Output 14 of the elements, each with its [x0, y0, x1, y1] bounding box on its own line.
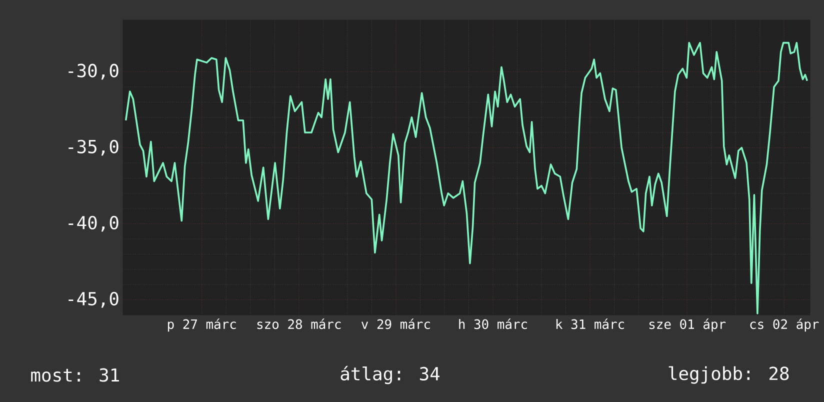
text: most: 31 — [31, 368, 119, 382]
y-tick-label: -35,0 — [68, 140, 118, 156]
y-tick-label: -30,0 — [68, 64, 118, 80]
y-tick-label: -45,0 — [68, 292, 118, 308]
x-tick-label: p 27 márc — [168, 318, 236, 332]
text: legjobb: 28 — [668, 366, 789, 384]
x-tick-label: h 30 márc — [459, 318, 527, 330]
x-tick-label: v 29 márc — [361, 318, 430, 330]
x-tick-label: cs 02 ápr — [750, 318, 819, 332]
text: átlag: 34 — [340, 366, 440, 384]
x-tick-label: k 31 márc — [556, 318, 624, 330]
x-tick-label: szo 28 márc — [257, 318, 341, 330]
x-tick-label: sze 01 ápr — [649, 318, 726, 332]
y-tick-label: -40,0 — [68, 216, 118, 232]
